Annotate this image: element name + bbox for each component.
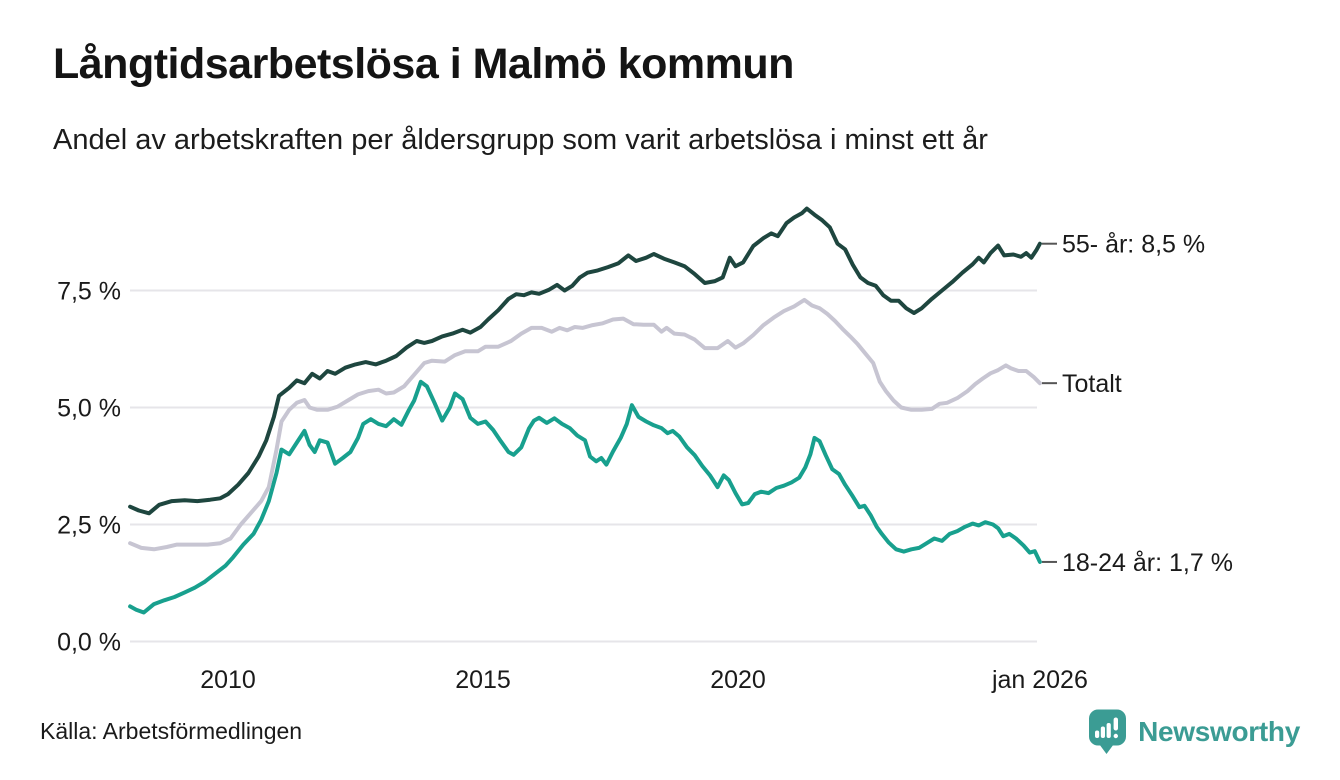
x-tick-label: 2015	[455, 666, 511, 694]
y-tick-label: 5,0 %	[57, 395, 121, 423]
y-tick-label: 2,5 %	[57, 512, 121, 540]
x-tick-label: 2020	[710, 666, 766, 694]
series-line-age-18-24	[128, 379, 1042, 615]
x-tick-label: jan 2026	[991, 666, 1088, 694]
y-tick-label: 7,5 %	[57, 278, 121, 306]
x-tick-label: 2010	[200, 666, 256, 694]
series-label-age-18-24: 18-24 år: 1,7 %	[1062, 549, 1233, 577]
page-title: Långtidsarbetslösa i Malmö kommun	[53, 40, 794, 88]
source-note: Källa: Arbetsförmedlingen	[40, 718, 303, 744]
series-line-total	[128, 297, 1042, 552]
newsworthy-logo-icon	[1089, 709, 1127, 754]
series-line-age-55	[128, 206, 1042, 516]
y-tick-label: 0,0 %	[57, 629, 121, 657]
chart-subtitle: Andel av arbetskraften per åldersgrupp s…	[53, 124, 988, 156]
newsworthy-logo-text: Newsworthy	[1138, 715, 1300, 747]
series-label-total: Totalt	[1062, 370, 1122, 398]
series-label-age-55: 55- år: 8,5 %	[1062, 231, 1205, 259]
newsworthy-logo: Newsworthy	[1087, 708, 1300, 755]
